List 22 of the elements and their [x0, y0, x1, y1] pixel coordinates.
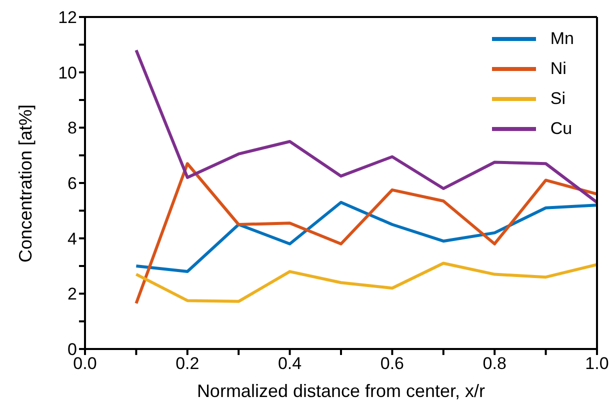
x-tick-label: 1.0: [585, 354, 609, 374]
x-tick-label: 0.0: [73, 354, 97, 374]
legend-label: Ni: [550, 59, 566, 79]
legend-label: Si: [550, 89, 566, 109]
x-tick-label: 0.8: [482, 354, 506, 374]
x-tick-label: 0.4: [278, 354, 302, 374]
line-series: [134, 200, 597, 274]
line-series: [134, 162, 597, 305]
x-axis-title: Normalized distance from center, x/r: [196, 381, 486, 402]
y-tick-label: 12: [58, 8, 77, 28]
y-axis-title: Concentration [at%]: [16, 103, 36, 265]
legend-label: Mn: [550, 29, 574, 49]
y-tick-label: 10: [58, 63, 77, 82]
x-tick-label: 0.6: [380, 354, 404, 374]
y-tick-label: 4: [68, 229, 77, 248]
y-tick-label: 2: [68, 284, 77, 304]
line-series: [134, 48, 597, 204]
y-tick-label: 6: [68, 174, 77, 194]
y-tick-label: 8: [68, 118, 77, 138]
line-series: [134, 262, 597, 303]
x-tick-label: 0.2: [176, 354, 200, 374]
legend-label: Cu: [550, 119, 572, 139]
